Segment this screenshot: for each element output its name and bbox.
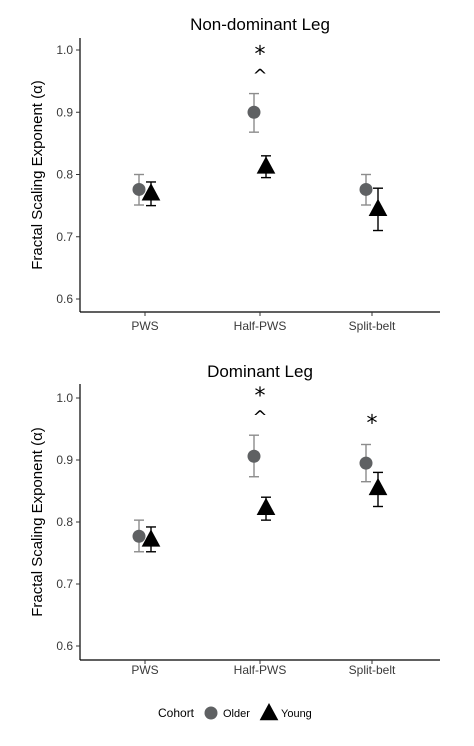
data-point-young xyxy=(141,529,161,547)
panel-2: Dominant Leg 0.6 0.7 0.8 0.9 1.0 PWS Half-PWS Sp… xyxy=(29,362,440,677)
significance-star: * xyxy=(255,384,266,409)
legend: Cohort Older Young xyxy=(158,702,312,721)
significance-star: * xyxy=(255,43,266,68)
data-point-older xyxy=(247,449,261,463)
x-tick-label: PWS xyxy=(131,663,158,677)
y-tick-label: 0.9 xyxy=(56,105,73,119)
chart-title: Non-dominant Leg xyxy=(190,15,330,34)
data-point-older xyxy=(247,105,261,119)
y-tick-label: 0.7 xyxy=(56,230,73,244)
panel-1: Non-dominant Leg 0.6 0.7 0.8 0.9 1.0 PWS Half-P… xyxy=(29,15,440,333)
data-point-older xyxy=(132,529,146,543)
data-point-older xyxy=(359,182,373,196)
y-tick-label: 0.6 xyxy=(56,292,73,306)
significance-caret: ^ xyxy=(252,66,267,87)
x-tick-label: PWS xyxy=(131,319,158,333)
legend-marker-young xyxy=(259,702,279,721)
x-tick-label: Half-PWS xyxy=(234,663,287,677)
x-tick-label: Split-belt xyxy=(349,663,396,677)
legend-marker-older xyxy=(204,706,218,720)
y-tick-label: 0.9 xyxy=(56,453,73,467)
x-tick-label: Split-belt xyxy=(349,319,396,333)
chart-title: Dominant Leg xyxy=(207,362,313,381)
legend-label: Older xyxy=(223,708,250,720)
data-point-young xyxy=(256,497,276,516)
data-point-young xyxy=(368,198,388,217)
legend-title: Cohort xyxy=(158,706,195,720)
data-point-older xyxy=(132,182,146,196)
y-tick-label: 0.7 xyxy=(56,577,73,591)
significance-star: * xyxy=(367,412,378,437)
data-point-young xyxy=(141,183,161,201)
data-point-older xyxy=(359,456,373,470)
legend-label: Young xyxy=(281,708,312,720)
significance-caret: ^ xyxy=(252,407,267,428)
y-tick-label: 1.0 xyxy=(56,43,73,57)
y-tick-label: 0.6 xyxy=(56,639,73,653)
y-tick-label: 0.8 xyxy=(56,515,73,529)
y-tick-label: 0.8 xyxy=(56,168,73,182)
data-point-young xyxy=(256,156,276,174)
y-tick-label: 1.0 xyxy=(56,391,73,405)
x-tick-label: Half-PWS xyxy=(234,319,287,333)
data-point-young xyxy=(368,477,388,496)
y-axis-label: Fractal Scaling Exponent (α) xyxy=(29,427,46,617)
y-axis-label: Fractal Scaling Exponent (α) xyxy=(29,80,46,270)
